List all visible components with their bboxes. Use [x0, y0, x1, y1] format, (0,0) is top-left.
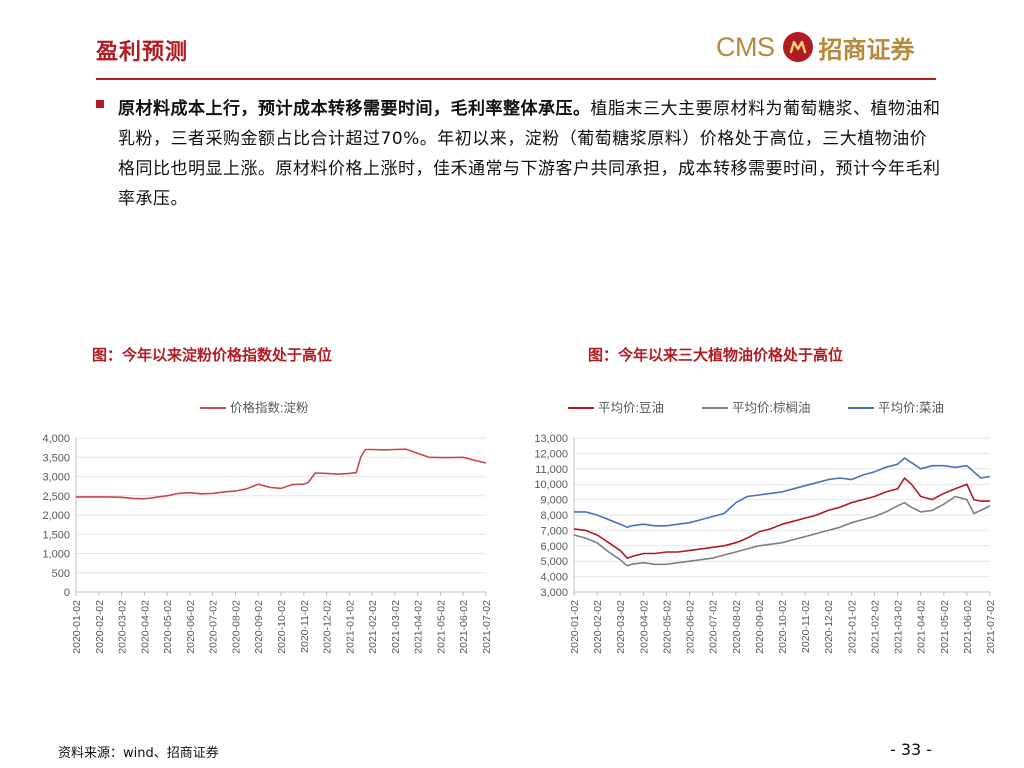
- y-tick-label: 4,000: [42, 433, 70, 445]
- legend-label: 价格指数:淀粉: [230, 400, 309, 415]
- y-tick-label: 3,500: [42, 452, 70, 464]
- y-tick-label: 12,000: [534, 448, 568, 460]
- bullet-bold-lead: 原材料成本上行，预计成本转移需要时间，毛利率整体承压。: [118, 99, 591, 119]
- series-line-0: [573, 477, 990, 559]
- x-tick-label: 2020-09-02: [754, 600, 766, 654]
- x-tick-label: 2020-06-02: [185, 600, 197, 654]
- bullet-text: 原材料成本上行，预计成本转移需要时间，毛利率整体承压。植脂末三大主要原材料为葡萄…: [118, 94, 944, 214]
- x-axis: 2020-01-02 2020-02-02 2020-03-02 2020-04-02…: [569, 591, 997, 654]
- x-tick-label: 2020-08-02: [731, 600, 743, 654]
- y-tick-label: 5,000: [540, 556, 568, 568]
- x-tick-label: 2020-01-02: [569, 600, 581, 654]
- x-tick-label: 2021-01-02: [344, 600, 356, 654]
- x-tick-label: 2020-07-02: [708, 600, 720, 654]
- x-tick-label: 2020-10-02: [777, 600, 789, 654]
- chart-legend: 平均价:豆油 平均价:棕榈油 平均价:菜油: [568, 400, 944, 415]
- x-tick-label: 2021-04-02: [413, 600, 425, 654]
- x-tick-label: 2020-05-02: [162, 600, 174, 654]
- x-tick-label: 2020-11-02: [299, 600, 311, 653]
- y-axis: 0 500 1,000 1,500 2,000 2,500 3,000 3,500 4,000: [42, 433, 77, 599]
- y-tick-label: 8,000: [540, 510, 568, 522]
- y-tick-label: 3,000: [42, 472, 70, 484]
- y-tick-label: 1,500: [42, 529, 70, 541]
- chart-title-oils: 图：今年以来三大植物油价格处于高位: [588, 346, 844, 364]
- series-line-1: [573, 495, 991, 567]
- x-tick-label: 2020-09-02: [253, 600, 265, 654]
- x-tick-label: 2020-02-02: [94, 600, 106, 654]
- x-tick-label: 2021-06-02: [962, 600, 974, 654]
- x-tick-label: 2020-06-02: [685, 600, 697, 654]
- chart-series: [76, 448, 487, 500]
- x-tick-label: 2021-03-02: [893, 600, 905, 654]
- logo-company-name: 招商证券: [818, 35, 915, 64]
- x-tick-label: 2020-12-02: [322, 600, 334, 654]
- series-line-0: [76, 448, 487, 500]
- y-tick-label: 6,000: [540, 541, 568, 553]
- logo-cms-text: CMS: [716, 31, 775, 62]
- y-tick-label: 10,000: [534, 479, 568, 491]
- x-tick-label: 2021-02-02: [869, 600, 881, 654]
- x-tick-label: 2020-02-02: [592, 600, 604, 654]
- x-tick-label: 2021-05-02: [939, 600, 951, 654]
- page-title: 盈利预测: [96, 39, 189, 65]
- x-tick-label: 2021-07-02: [985, 600, 997, 654]
- x-tick-label: 2020-08-02: [230, 600, 242, 654]
- x-tick-label: 2020-03-02: [615, 600, 627, 654]
- y-axis-gridlines: [574, 437, 990, 593]
- y-tick-label: 0: [64, 587, 70, 599]
- x-tick-label: 2021-07-02: [481, 600, 493, 654]
- logo-mark-icon: [789, 40, 806, 54]
- x-tick-label: 2021-05-02: [435, 600, 447, 654]
- x-tick-label: 2020-03-02: [117, 600, 129, 654]
- y-tick-label: 2,000: [42, 510, 70, 522]
- y-tick-label: 500: [52, 568, 70, 580]
- x-tick-label: 2021-03-02: [390, 600, 402, 654]
- x-tick-label: 2020-05-02: [661, 600, 673, 654]
- bullet-body: 植脂末三大主要原材料为葡萄糖浆、植物油和乳粉，三者采购金额占比合计超过70%。年…: [118, 99, 941, 209]
- chart-series: [573, 457, 991, 567]
- x-tick-label: 2021-06-02: [458, 600, 470, 654]
- y-tick-label: 2,500: [42, 491, 70, 503]
- x-tick-label: 2020-11-02: [800, 600, 812, 653]
- starch-price-chart: 价格指数:淀粉 0 500 1,000 1,500 2,000 2,500 3,000 3,5…: [42, 400, 493, 654]
- x-axis: 2020-01-02 2020-02-02 2020-03-02 2020-04-02…: [71, 591, 493, 654]
- y-tick-label: 11,000: [535, 464, 568, 476]
- y-tick-label: 9,000: [540, 495, 568, 507]
- header-divider: [96, 78, 936, 80]
- x-tick-label: 2020-01-02: [71, 600, 83, 654]
- x-tick-label: 2021-04-02: [916, 600, 928, 654]
- x-tick-label: 2020-04-02: [638, 600, 650, 654]
- series-line-2: [574, 457, 991, 529]
- chart-legend: 价格指数:淀粉: [200, 400, 309, 415]
- y-tick-label: 7,000: [540, 525, 568, 537]
- bullet-paragraph: 原材料成本上行，预计成本转移需要时间，毛利率整体承压。植脂末三大主要原材料为葡萄…: [96, 94, 944, 214]
- bullet-square-icon: [96, 100, 104, 108]
- page-number: - 33 -: [890, 740, 933, 759]
- chart-title-starch: 图：今年以来淀粉价格指数处于高位: [92, 346, 333, 364]
- y-tick-label: 3,000: [540, 587, 568, 599]
- y-axis: 3,000 4,000 5,000 6,000 7,000 8,000 9,000 10,00…: [534, 433, 575, 599]
- x-tick-label: 2020-10-02: [276, 600, 288, 654]
- company-logo: CMS 招商证券: [716, 30, 915, 64]
- x-tick-label: 2021-02-02: [367, 600, 379, 654]
- footer-source: 资料来源：wind、招商证券: [58, 746, 219, 761]
- legend-label: 平均价:菜油: [878, 401, 944, 415]
- x-tick-label: 2020-07-02: [208, 600, 220, 654]
- legend-label: 平均价:棕榈油: [732, 400, 810, 415]
- x-tick-label: 2020-04-02: [139, 600, 151, 654]
- legend-label: 平均价:豆油: [598, 401, 664, 415]
- y-axis-gridlines: [76, 437, 486, 593]
- y-tick-label: 4,000: [540, 572, 568, 584]
- logo-seal-icon: [782, 32, 813, 62]
- y-tick-label: 13,000: [534, 433, 568, 445]
- x-tick-label: 2020-12-02: [823, 600, 835, 654]
- x-tick-label: 2021-01-02: [846, 600, 858, 654]
- y-tick-label: 1,000: [42, 549, 70, 561]
- vegetable-oil-price-chart: 平均价:豆油 平均价:棕榈油 平均价:菜油 3,000 4,000 5,000 6,000…: [534, 400, 997, 654]
